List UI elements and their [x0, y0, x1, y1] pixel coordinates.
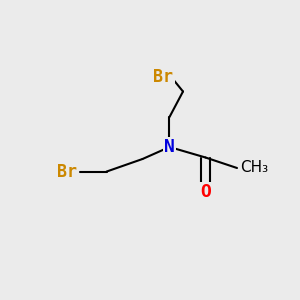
Text: Br: Br	[56, 163, 76, 181]
Text: O: O	[200, 183, 211, 201]
Text: Br: Br	[154, 68, 173, 85]
Text: N: N	[164, 138, 175, 156]
Text: CH₃: CH₃	[240, 160, 268, 175]
